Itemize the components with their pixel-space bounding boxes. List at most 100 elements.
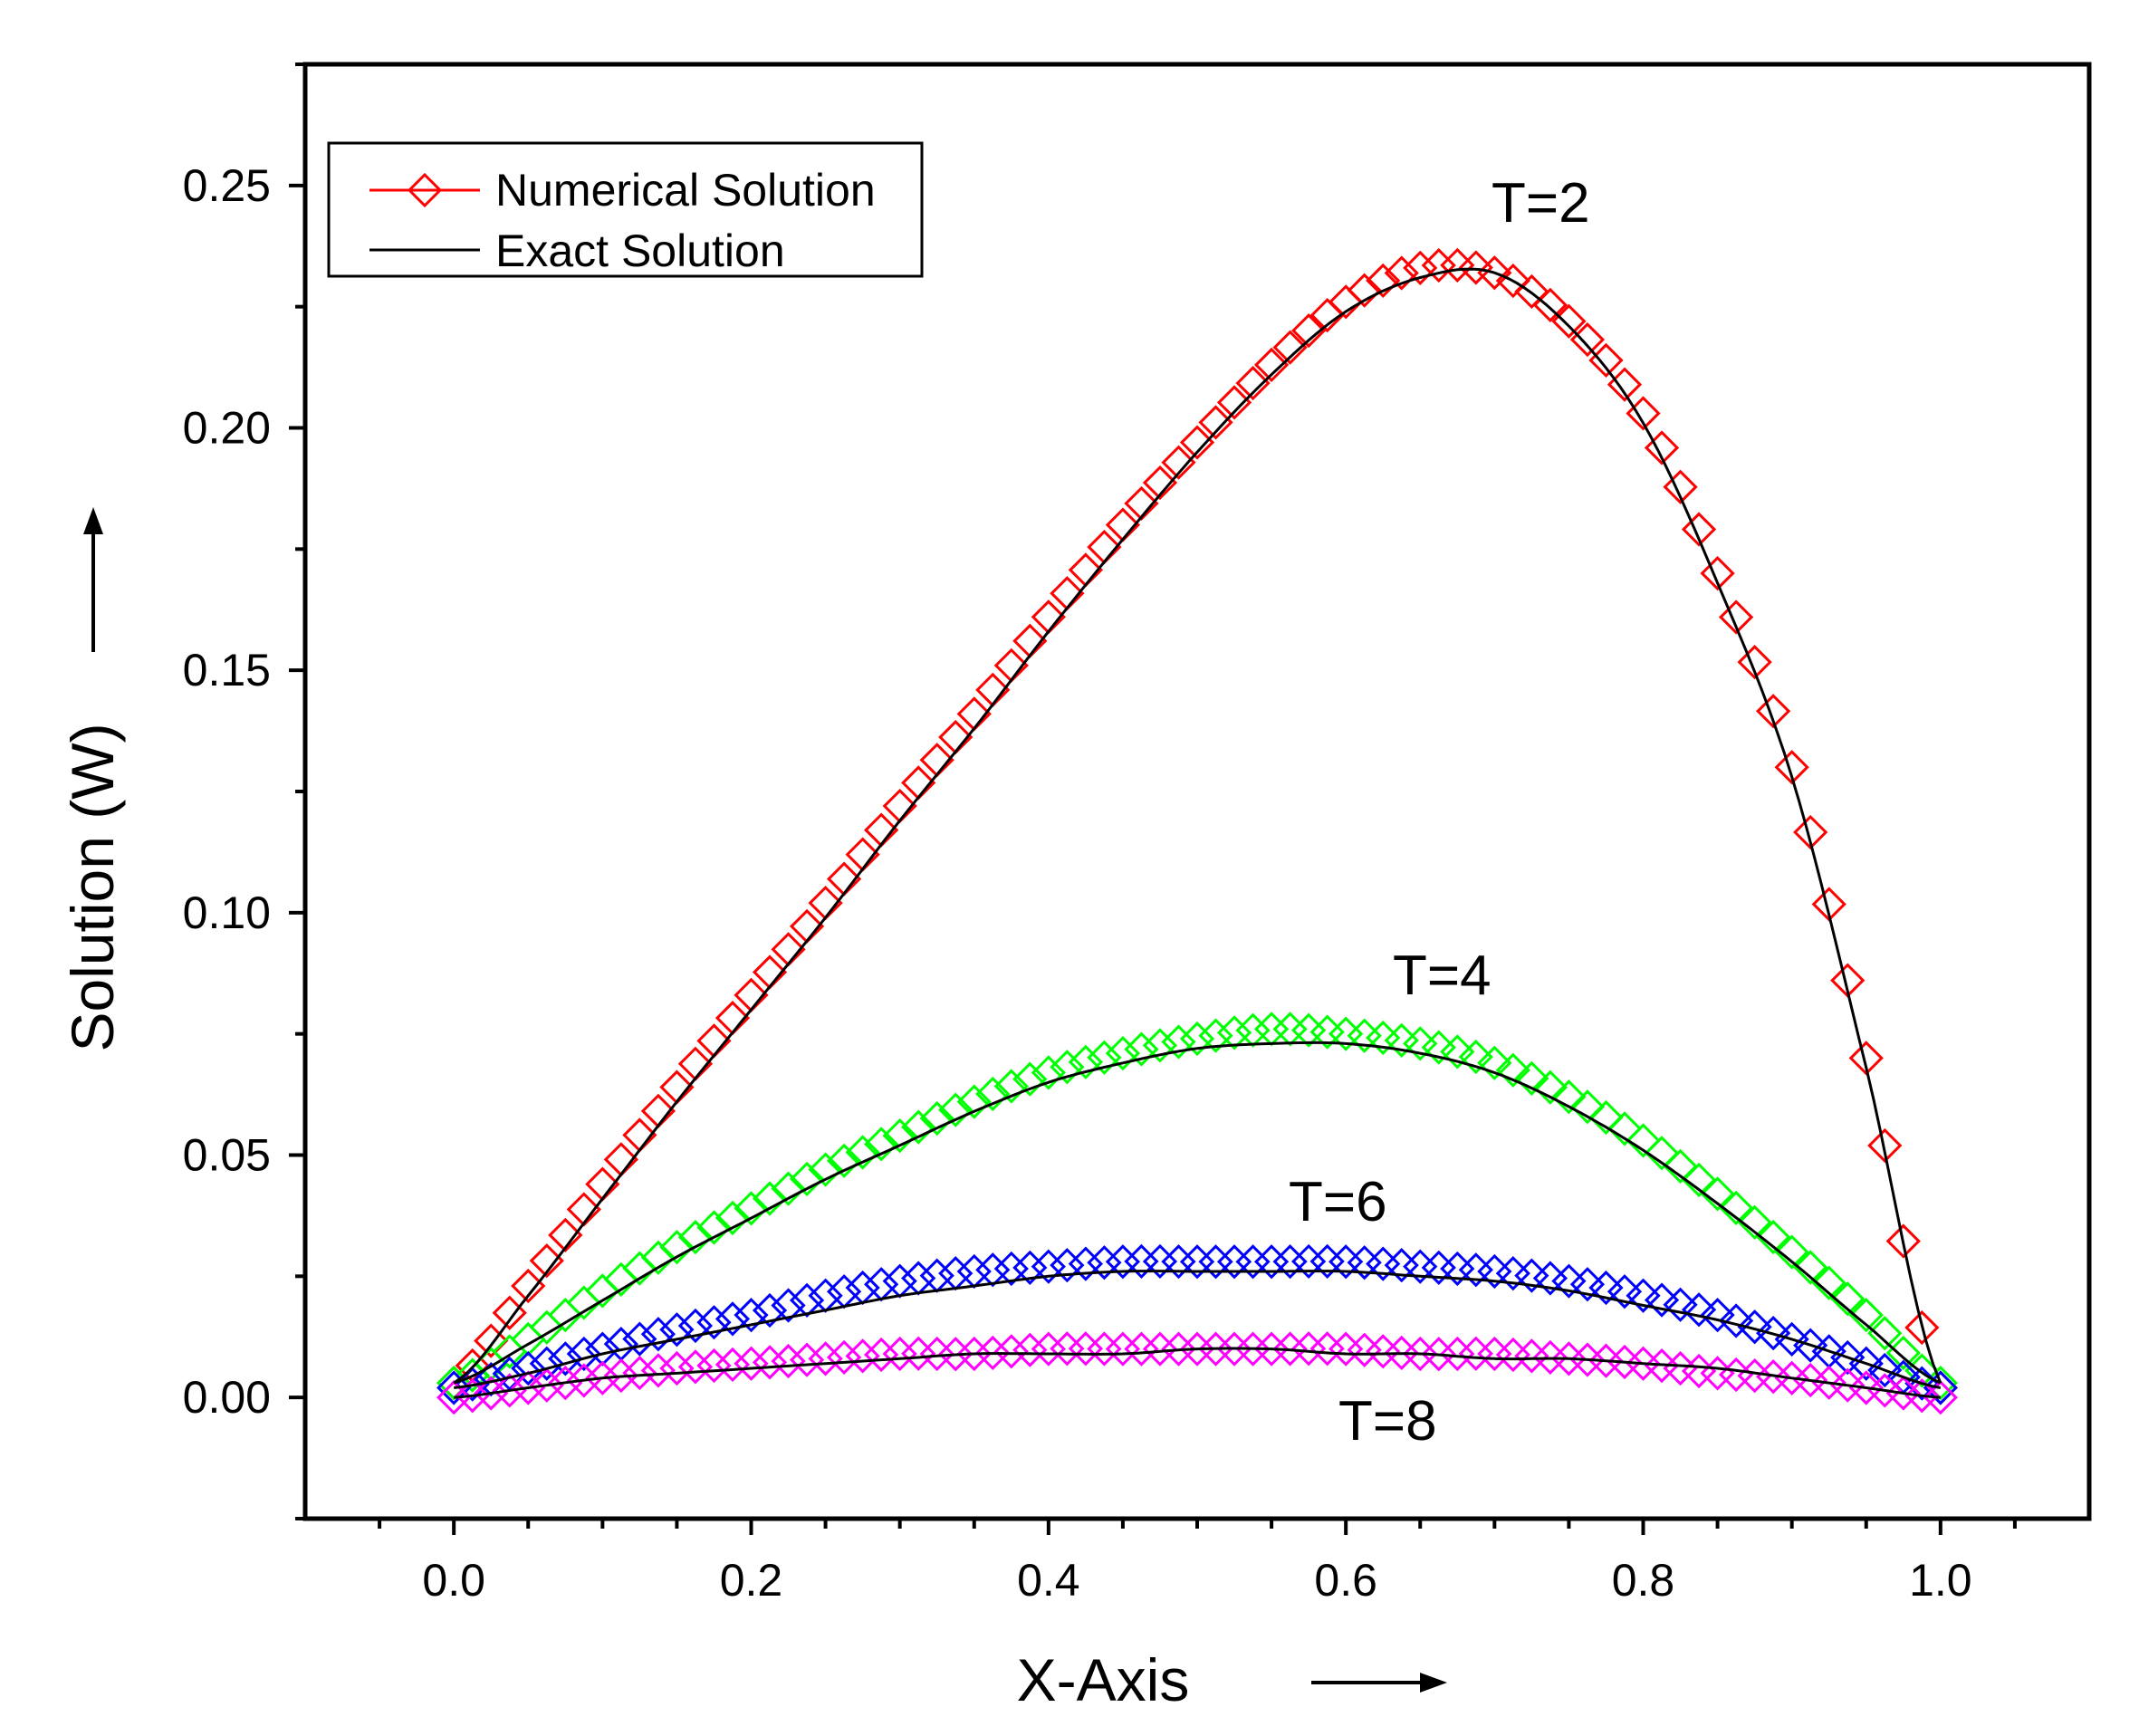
- legend-numerical-label: Numerical Solution: [495, 165, 876, 216]
- numerical-marker: [1161, 445, 1196, 480]
- numerical-marker: [1477, 255, 1512, 291]
- exact-line-t4: [453, 1041, 1942, 1385]
- numerical-marker: [1068, 1044, 1104, 1079]
- numerical-marker: [659, 1230, 695, 1265]
- numerical-marker: [1774, 750, 1809, 785]
- numerical-marker: [1551, 1079, 1587, 1115]
- numerical-marker: [1458, 1039, 1493, 1075]
- numerical-marker: [436, 1370, 472, 1405]
- numerical-marker: [993, 1069, 1029, 1104]
- annotation-t8: T=8: [1338, 1390, 1437, 1453]
- numerical-marker: [1830, 1339, 1866, 1376]
- numerical-marker: [1253, 347, 1290, 383]
- numerical-marker: [1050, 1050, 1085, 1085]
- numerical-marker: [1774, 1321, 1809, 1357]
- legend: Numerical Solution Exact Solution: [327, 141, 924, 278]
- numerical-marker: [1235, 1244, 1271, 1280]
- numerical-marker: [1588, 1099, 1624, 1136]
- numerical-marker: [1569, 1089, 1606, 1125]
- numerical-marker: [808, 1341, 843, 1376]
- y-tick-label: 0.15: [183, 645, 271, 695]
- numerical-marker: [1216, 1244, 1252, 1280]
- numerical-marker: [1421, 1337, 1456, 1372]
- numerical-marker: [1514, 1060, 1549, 1096]
- numerical-marker: [1663, 1148, 1698, 1185]
- numerical-marker: [956, 1336, 992, 1372]
- numerical-marker: [1161, 1024, 1196, 1060]
- numerical-marker: [1068, 1246, 1104, 1281]
- numerical-marker: [1291, 312, 1327, 349]
- numerical-marker: [1031, 1249, 1066, 1284]
- y-tick-label: 0.20: [183, 403, 271, 454]
- numerical-marker: [975, 1252, 1011, 1288]
- series-t4: [436, 1012, 1958, 1401]
- numerical-marker: [1867, 1127, 1903, 1164]
- annotation-t4: T=4: [1393, 945, 1492, 1007]
- x-axis-title: X-Axis: [1017, 1646, 1190, 1713]
- numerical-marker: [1440, 1336, 1475, 1372]
- numerical-marker: [734, 1346, 769, 1381]
- numerical-marker: [677, 1308, 714, 1344]
- numerical-marker: [1923, 1380, 1958, 1415]
- x-tick-label: 0.4: [1017, 1555, 1080, 1606]
- numerical-marker: [752, 1345, 788, 1380]
- numerical-marker: [1142, 465, 1178, 501]
- numerical-marker: [1272, 1331, 1308, 1367]
- numerical-marker: [1440, 1034, 1475, 1069]
- numerical-marker: [1663, 1287, 1698, 1322]
- numerical-marker: [1700, 1298, 1735, 1333]
- numerical-marker: [1347, 273, 1382, 308]
- numerical-marker: [1923, 1370, 1958, 1405]
- numerical-marker: [436, 1380, 472, 1415]
- numerical-marker: [640, 1353, 676, 1388]
- numerical-marker: [1012, 1061, 1048, 1097]
- numerical-marker: [1458, 250, 1493, 285]
- x-axis-arrow-head: [1420, 1673, 1447, 1693]
- numerical-marker: [789, 1342, 825, 1377]
- numerical-marker: [455, 1378, 490, 1414]
- numerical-marker: [1105, 1331, 1141, 1367]
- numerical-marker: [771, 1171, 806, 1206]
- numerical-marker: [1607, 1111, 1643, 1146]
- legend-numerical-marker: [407, 172, 443, 208]
- numerical-marker: [548, 1341, 583, 1376]
- numerical-marker: [1087, 1245, 1122, 1280]
- numerical-marker: [845, 1338, 880, 1374]
- x-tick-label: 0.8: [1612, 1555, 1675, 1606]
- numerical-marker: [1050, 1248, 1085, 1283]
- series-t8: [436, 1331, 1958, 1415]
- numerical-marker: [826, 1339, 862, 1376]
- numerical-marker: [529, 1346, 564, 1381]
- numerical-marker: [677, 1349, 714, 1385]
- numerical-marker: [529, 1367, 564, 1403]
- series-layer: [436, 247, 1958, 1415]
- numerical-marker: [566, 1363, 601, 1398]
- y-axis-title-group: Solution (W): [59, 507, 126, 1052]
- numerical-marker: [1700, 1176, 1735, 1212]
- numerical-marker: [1235, 365, 1271, 401]
- numerical-marker: [1477, 1045, 1512, 1080]
- legend-box: [327, 141, 924, 278]
- numerical-marker: [771, 1343, 806, 1379]
- numerical-marker: [585, 1360, 620, 1396]
- series-t2: [436, 247, 1958, 1405]
- x-tick-label: 0.6: [1314, 1555, 1377, 1606]
- numerical-marker: [1031, 1055, 1066, 1090]
- numerical-marker: [640, 1317, 676, 1352]
- numerical-marker: [1235, 1331, 1271, 1367]
- numerical-marker: [938, 1092, 974, 1127]
- numerical-marker: [1087, 1040, 1122, 1075]
- x-tick-label: 1.0: [1909, 1555, 1972, 1606]
- numerical-marker: [1403, 250, 1438, 285]
- numerical-marker: [956, 1084, 992, 1119]
- numerical-marker: [603, 1357, 638, 1394]
- numerical-marker: [1737, 1204, 1772, 1240]
- numerical-marker: [882, 1117, 917, 1154]
- numerical-marker: [1793, 1250, 1828, 1285]
- numerical-marker: [1012, 1250, 1048, 1285]
- x-tick-label: 0.0: [422, 1555, 485, 1606]
- numerical-marker: [808, 1152, 843, 1187]
- numerical-marker: [1198, 405, 1233, 440]
